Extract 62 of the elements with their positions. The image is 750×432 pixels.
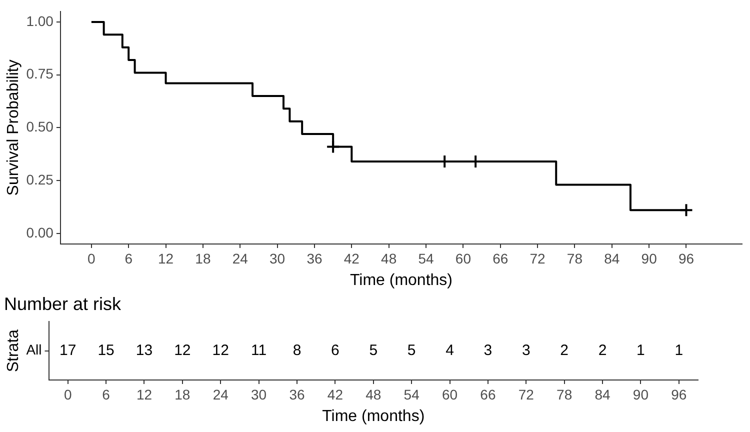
data-label: 15 — [98, 342, 114, 359]
x-tick-label: 84 — [604, 250, 620, 266]
data-label: 6 — [331, 342, 340, 359]
y-tick-label: 0.00 — [26, 224, 54, 240]
data-label: 3 — [522, 342, 530, 359]
x-tick-label: 42 — [327, 386, 344, 402]
data-label: 13 — [136, 342, 153, 359]
x-tick-label: 24 — [232, 250, 248, 266]
x-tick-label: 18 — [195, 250, 211, 266]
y-tick-label: 0.75 — [26, 66, 54, 82]
x-tick-label: 72 — [530, 250, 546, 266]
x-tick-label: 54 — [418, 250, 434, 266]
x-tick-label: 48 — [366, 386, 382, 402]
x-tick-label: 54 — [404, 386, 420, 402]
x-tick-label: 30 — [270, 250, 286, 266]
x-tick-label: 66 — [492, 250, 508, 266]
x-tick-label: 0 — [88, 250, 96, 266]
data-label: 5 — [369, 342, 378, 359]
x-tick-label: 60 — [455, 250, 472, 266]
data-label: 2 — [560, 342, 569, 359]
y-tick-label: 0.25 — [26, 171, 54, 188]
data-label: 17 — [60, 342, 76, 359]
x-tick-label: 90 — [641, 250, 658, 266]
x-tick-label: 0 — [64, 386, 72, 402]
x-tick-label: 36 — [289, 386, 305, 402]
x-tick-label: 12 — [136, 386, 152, 402]
x-axis-title: Time (months) — [350, 272, 452, 289]
x-tick-label: 30 — [251, 386, 267, 402]
data-label: 12 — [174, 342, 191, 359]
x-tick-label: 66 — [480, 386, 496, 402]
data-label: 4 — [446, 342, 454, 359]
x-axis-title: Time (months) — [322, 408, 425, 425]
x-tick-label: 96 — [671, 386, 687, 402]
y-tick-label: 1.00 — [26, 12, 54, 29]
data-label: 11 — [251, 342, 267, 359]
data-label: 1 — [636, 342, 645, 359]
y-axis-title: Strata — [5, 329, 22, 372]
y-axis-title: Survival Probability — [5, 60, 22, 196]
chart-title: Number at risk — [4, 294, 122, 314]
x-tick-label: 18 — [174, 386, 190, 402]
data-label: 2 — [598, 342, 607, 359]
y-tick-label: All — [26, 342, 42, 358]
x-tick-label: 90 — [632, 386, 649, 402]
y-tick-label: 0.50 — [26, 118, 54, 135]
x-tick-label: 24 — [212, 386, 229, 402]
x-tick-label: 12 — [158, 250, 174, 266]
data-label: 5 — [407, 342, 416, 359]
x-tick-label: 96 — [678, 250, 694, 266]
x-tick-label: 78 — [556, 386, 572, 402]
x-tick-label: 60 — [442, 386, 458, 402]
x-tick-label: 48 — [381, 250, 397, 266]
x-tick-label: 6 — [102, 386, 110, 402]
x-tick-label: 78 — [566, 250, 583, 266]
x-tick-label: 84 — [594, 386, 611, 402]
x-tick-label: 42 — [344, 250, 360, 266]
x-tick-label: 36 — [306, 250, 322, 266]
x-tick-label: 72 — [518, 386, 534, 402]
data-label: 1 — [674, 342, 684, 359]
data-label: 12 — [212, 342, 229, 359]
data-label: 3 — [484, 342, 492, 359]
data-label: 8 — [292, 342, 302, 359]
x-tick-label: 6 — [124, 250, 133, 266]
